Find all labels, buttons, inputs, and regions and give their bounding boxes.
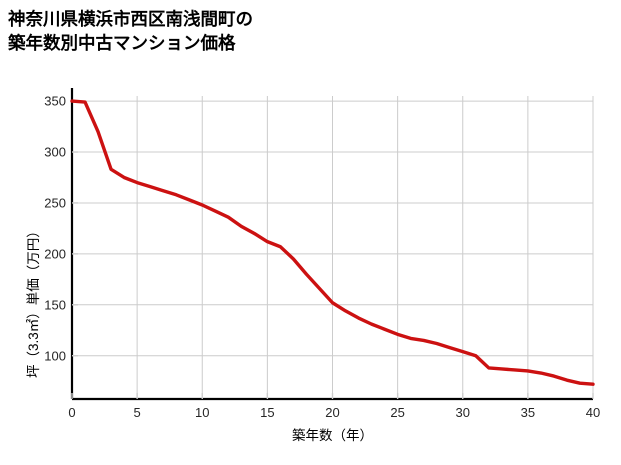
y-axis-title: 坪（3.3㎡）単価（万円） xyxy=(26,224,41,378)
x-tick-label: 0 xyxy=(68,405,76,420)
x-axis-title: 築年数（年） xyxy=(292,428,373,443)
x-tick-label: 20 xyxy=(325,405,340,420)
x-tick-label: 15 xyxy=(260,405,275,420)
x-tick-label: 35 xyxy=(520,405,536,420)
y-tick-label: 300 xyxy=(44,144,66,160)
x-tick-label: 25 xyxy=(390,405,405,420)
x-tick-label: 5 xyxy=(133,405,141,420)
y-tick-label: 350 xyxy=(44,93,66,109)
x-tick-label: 10 xyxy=(195,405,210,420)
data-series-line xyxy=(70,99,595,386)
x-tick-label: 40 xyxy=(585,405,601,420)
y-tick-label: 100 xyxy=(44,348,66,364)
chart-title: 神奈川県横浜市西区南浅間町の 築年数別中古マンション価格 xyxy=(8,9,253,53)
y-tick-label: 150 xyxy=(44,297,66,313)
y-tick-label: 200 xyxy=(44,246,66,262)
y-tick-label: 250 xyxy=(44,195,66,211)
x-tick-label: 30 xyxy=(455,405,470,420)
gridlines xyxy=(72,96,594,399)
